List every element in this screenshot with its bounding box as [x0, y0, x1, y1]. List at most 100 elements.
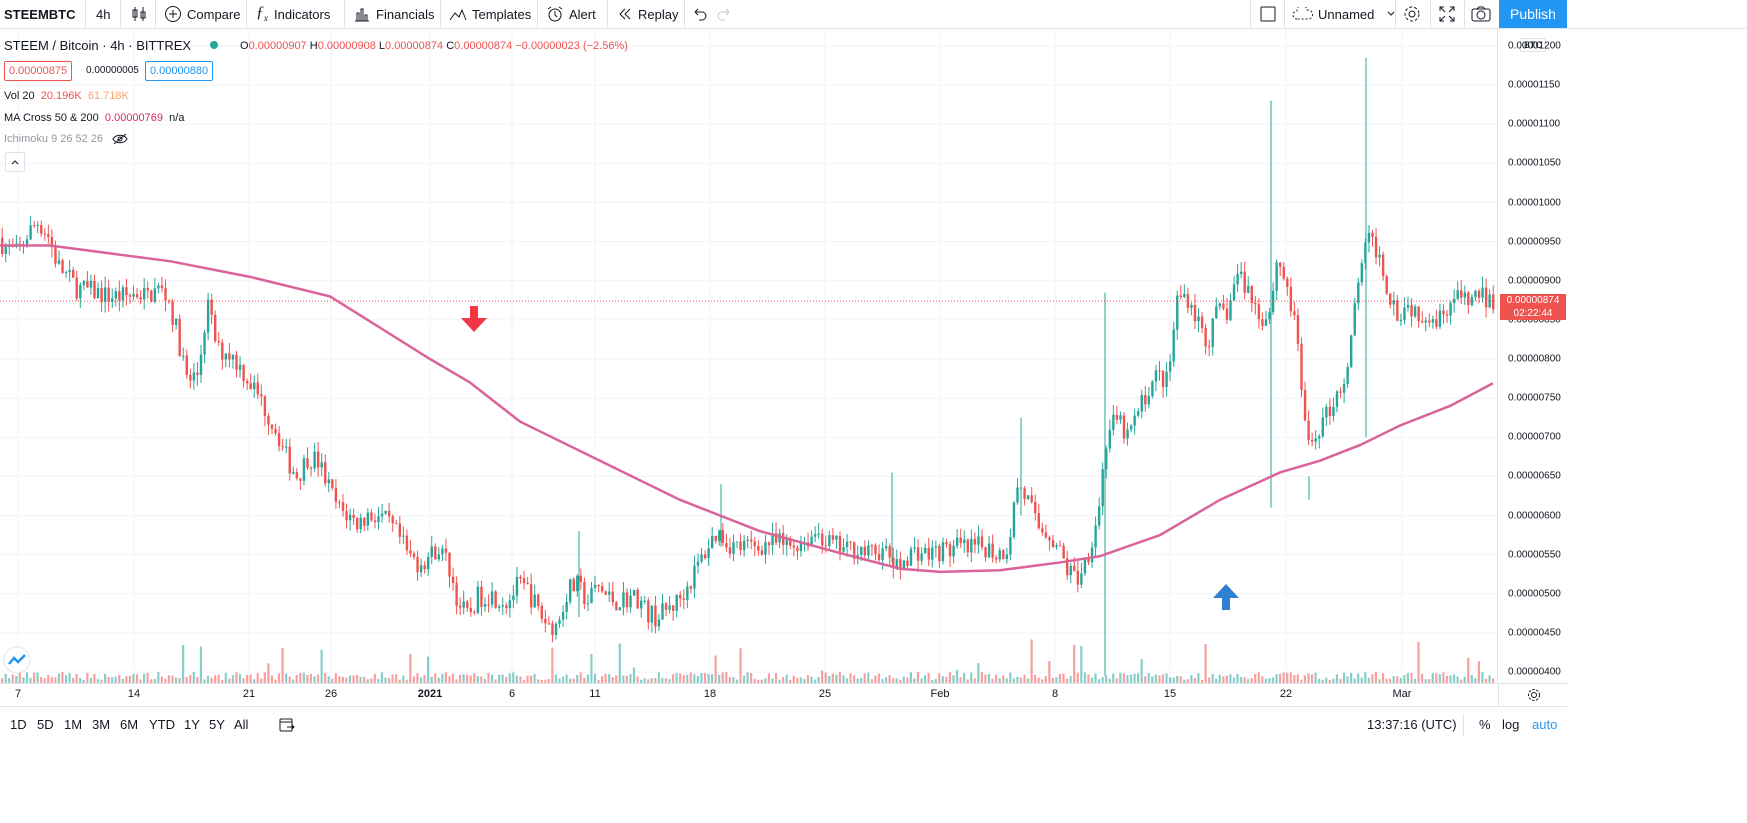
- go-to-date-button[interactable]: [278, 716, 296, 739]
- candle: [1105, 445, 1108, 479]
- candle: [1353, 297, 1356, 337]
- volume-bar: [920, 678, 923, 683]
- collapse-legend-button[interactable]: [5, 152, 25, 172]
- candle: [934, 540, 938, 558]
- indicators-button[interactable]: ƒx Indicators: [256, 0, 330, 28]
- volume-bar: [1023, 674, 1026, 683]
- ma-cross-legend[interactable]: MA Cross 50 & 200 0.00000769 n/a: [4, 112, 185, 124]
- date-tick-label: 21: [242, 688, 256, 700]
- volume-bar: [664, 678, 668, 683]
- candle: [540, 602, 543, 624]
- layout-name-menu[interactable]: Unnamed: [1292, 0, 1396, 28]
- range-button[interactable]: 1M: [64, 717, 83, 732]
- price-chart-svg[interactable]: [0, 29, 1497, 683]
- volume-bar: [192, 672, 195, 683]
- volume-bar: [771, 678, 774, 683]
- volume-bar: [1321, 679, 1324, 683]
- undo-button[interactable]: [692, 0, 708, 28]
- range-button[interactable]: 1D: [10, 717, 27, 732]
- financials-button[interactable]: Financials: [353, 0, 435, 28]
- range-button[interactable]: 5Y: [209, 717, 225, 732]
- fullscreen-layout-toggle[interactable]: [1259, 0, 1277, 28]
- volume-bar: [1250, 678, 1253, 683]
- chart-pane[interactable]: STEEM / Bitcoin · 4h · BITTREX O0.000009…: [0, 29, 1497, 683]
- candle: [1271, 282, 1275, 316]
- volume-bar: [845, 678, 849, 683]
- sell-button[interactable]: 0.00000875: [4, 61, 73, 81]
- volume-bar: [860, 677, 863, 683]
- volume-bar: [1147, 673, 1150, 683]
- volume-bar: [608, 674, 611, 683]
- alert-button[interactable]: Alert: [546, 0, 596, 28]
- range-button[interactable]: 6M: [120, 717, 139, 732]
- volume-bar: [1126, 675, 1129, 683]
- volume-bar: [150, 679, 153, 683]
- candle: [810, 530, 813, 547]
- clock-time[interactable]: 13:37:16 (UTC): [1367, 717, 1457, 732]
- candle: [185, 349, 188, 379]
- candle: [1005, 547, 1009, 564]
- candle: [1211, 318, 1214, 356]
- candle: [1378, 246, 1381, 267]
- publish-button[interactable]: Publish: [1499, 0, 1567, 28]
- interval-button[interactable]: 4h: [96, 6, 111, 22]
- volume-bar: [1328, 679, 1331, 683]
- compare-button[interactable]: Compare: [164, 0, 240, 28]
- range-button[interactable]: 5D: [37, 717, 54, 732]
- volume-bar: [707, 674, 710, 683]
- auto-scale-toggle[interactable]: auto: [1532, 717, 1558, 732]
- candle: [799, 535, 803, 557]
- volume-bar: [590, 653, 593, 683]
- candle: [395, 519, 398, 525]
- fullscreen-button[interactable]: [1438, 0, 1456, 28]
- ichimoku-legend[interactable]: Ichimoku 9 26 52 26: [4, 133, 128, 145]
- replay-button[interactable]: Replay: [617, 0, 678, 28]
- volume-bar: [352, 675, 355, 683]
- buy-button[interactable]: 0.00000880: [145, 61, 214, 81]
- snapshot-button[interactable]: [1470, 0, 1492, 28]
- candle: [1066, 550, 1069, 581]
- volume-bar: [824, 672, 827, 683]
- volume-bar: [1445, 675, 1449, 683]
- eye-hidden-icon[interactable]: [112, 133, 128, 145]
- range-button[interactable]: 1Y: [184, 717, 200, 732]
- volume-bar: [1204, 644, 1207, 683]
- percent-scale-toggle[interactable]: %: [1479, 717, 1491, 732]
- candle: [29, 215, 32, 241]
- log-scale-toggle[interactable]: log: [1502, 717, 1520, 732]
- candle: [782, 525, 785, 555]
- candle: [888, 543, 891, 565]
- price-axis[interactable]: BTC 0.00001200 0.00001150 0.00001100 0.0000…: [1497, 29, 1568, 683]
- range-button[interactable]: YTD: [149, 717, 175, 732]
- settings-button[interactable]: [1402, 0, 1422, 28]
- volume-bar: [441, 673, 444, 683]
- chart-style-button[interactable]: [130, 0, 148, 28]
- volume-bar: [881, 678, 884, 683]
- date-tick-label: 11: [589, 688, 601, 700]
- candle: [718, 529, 721, 546]
- volume-bar: [1037, 677, 1040, 683]
- volume-legend[interactable]: Vol 20 20.196K 61.718K: [4, 90, 129, 102]
- axis-settings-corner[interactable]: [1498, 683, 1568, 706]
- volume-bar: [931, 679, 934, 683]
- candle: [696, 553, 700, 574]
- symbol-search[interactable]: STEEMBTC: [4, 6, 76, 22]
- range-button[interactable]: All: [234, 717, 249, 732]
- range-button[interactable]: 3M: [92, 717, 111, 732]
- candle: [274, 423, 277, 436]
- candle: [277, 426, 281, 452]
- volume-bar: [1435, 673, 1438, 683]
- volume-bar: [458, 674, 462, 683]
- date-axis[interactable]: 7 14 21 26 2021 6 11 18 25 Feb 8 15 22 Mar: [0, 683, 1497, 706]
- candle: [948, 541, 952, 567]
- candle: [1357, 277, 1360, 311]
- volume-bar: [632, 667, 636, 683]
- volume-bar: [512, 672, 515, 683]
- candle: [398, 515, 401, 545]
- volume-bar: [1424, 679, 1427, 683]
- volume-bar: [348, 675, 352, 683]
- volume-bar: [1076, 672, 1079, 683]
- templates-button[interactable]: Templates: [449, 0, 531, 28]
- candle: [853, 541, 856, 565]
- redo-button[interactable]: [716, 0, 732, 28]
